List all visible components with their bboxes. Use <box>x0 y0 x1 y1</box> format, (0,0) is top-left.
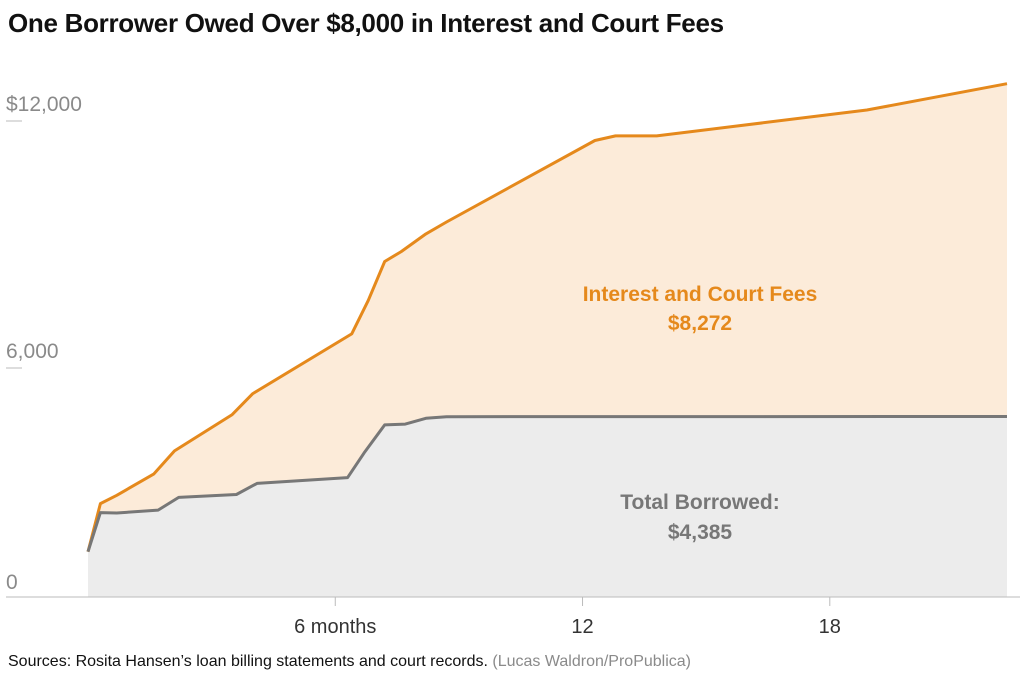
x-tick-label: 18 <box>819 616 841 638</box>
y-tick-label: 0 <box>6 571 18 594</box>
x-tick-label: 12 <box>571 616 593 638</box>
photo-credit: (Lucas Waldron/ProPublica) <box>492 653 692 670</box>
source-text: Sources: Rosita Hansen’s loan billing st… <box>8 653 488 670</box>
x-tick-label: 6 months <box>294 616 376 638</box>
total-borrowed-line <box>86 415 1008 553</box>
chart-annotations: Interest and Court Fees $8,272 Total Bor… <box>583 283 818 544</box>
source-note: Sources: Rosita Hansen’s loan billing st… <box>8 653 691 671</box>
chart-areas <box>86 82 1008 597</box>
total-owed-line <box>86 82 1008 553</box>
interest-annotation-label: Interest and Court Fees <box>583 283 818 306</box>
x-axis: 6 months 12 18 <box>6 596 1020 638</box>
borrowed-annotation-label: Total Borrowed: <box>620 491 779 514</box>
y-tick-label: $12,000 <box>6 93 82 116</box>
borrowed-area <box>88 416 1007 597</box>
borrowed-annotation-value: $4,385 <box>668 521 733 544</box>
y-tick-label: 6,000 <box>6 340 59 363</box>
chart-title: One Borrower Owed Over $8,000 in Interes… <box>8 8 724 38</box>
y-axis: 0 6,000 $12,000 <box>6 93 82 594</box>
interest-annotation-value: $8,272 <box>668 312 732 335</box>
